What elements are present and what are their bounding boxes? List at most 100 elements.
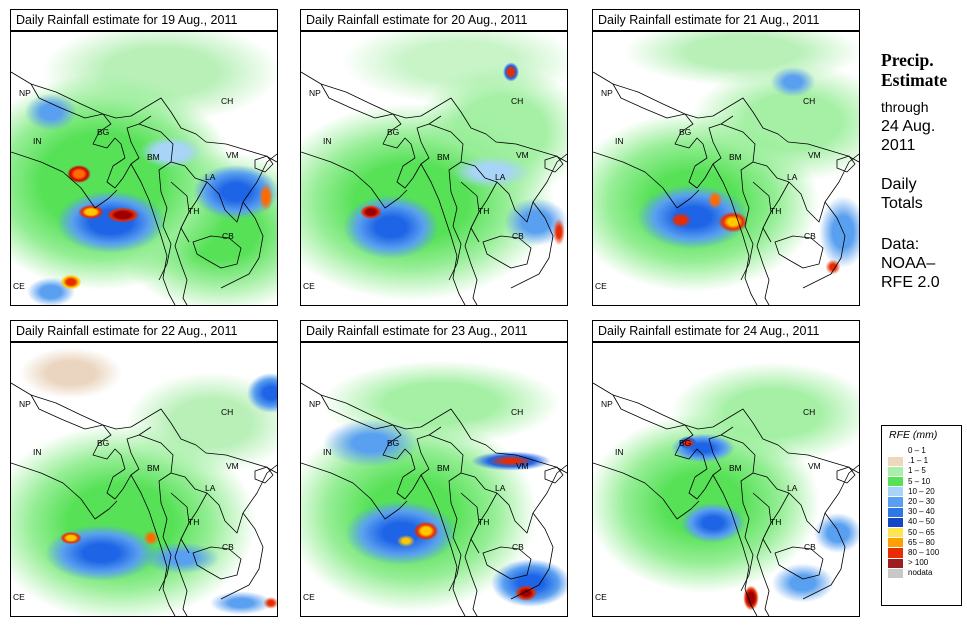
legend-swatch xyxy=(888,466,903,477)
panel-title: Daily Rainfall estimate for 24 Aug., 201… xyxy=(592,320,860,342)
label-cb: CB xyxy=(222,542,234,552)
legend-label: 20 – 30 xyxy=(908,497,935,507)
precip-estimate-heading: Precip. Estimate xyxy=(881,50,947,90)
map-panel-22-aug: Daily Rainfall estimate for 22 Aug., 201… xyxy=(10,320,278,617)
legend-label: 1 – 5 xyxy=(908,466,926,476)
label-vm: VM xyxy=(516,150,529,160)
label-la: LA xyxy=(495,172,506,182)
rainfall-map: NP CH IN BG BM VM LA TH CB CE xyxy=(10,31,278,306)
legend-item: 30 – 40 xyxy=(888,507,961,517)
label-ch: CH xyxy=(803,96,815,106)
country-outline-overlay: NP CH IN BG BM VM LA TH CB CE xyxy=(593,382,859,616)
label-bm: BM xyxy=(437,463,450,473)
label-ch: CH xyxy=(511,96,523,106)
label-bg: BG xyxy=(679,438,691,448)
date-line: 2011 xyxy=(881,137,916,154)
legend-swatch xyxy=(888,548,903,558)
legend-title: RFE (mm) xyxy=(889,429,938,441)
map-panel-23-aug: Daily Rainfall estimate for 23 Aug., 201… xyxy=(300,320,568,617)
label-np: NP xyxy=(19,399,31,409)
legend-swatch xyxy=(888,528,903,538)
label-ce: CE xyxy=(13,281,25,291)
map-panel-21-aug: Daily Rainfall estimate for 21 Aug., 201… xyxy=(592,9,860,306)
label-bm: BM xyxy=(147,463,160,473)
map-panel-24-aug: Daily Rainfall estimate for 24 Aug., 201… xyxy=(592,320,860,617)
label-ce: CE xyxy=(595,281,607,291)
label-la: LA xyxy=(495,483,506,493)
legend-item: 0 – 1 xyxy=(888,446,961,456)
label-ce: CE xyxy=(595,592,607,602)
label-np: NP xyxy=(19,88,31,98)
label-bg: BG xyxy=(97,438,109,448)
country-outline-overlay: NP CH IN BG BM VM LA TH CB CE xyxy=(11,71,277,305)
legend-item: 80 – 100 xyxy=(888,548,961,558)
legend-label: 10 – 20 xyxy=(908,486,935,496)
label-ce: CE xyxy=(303,592,315,602)
label-cb: CB xyxy=(512,231,524,241)
legend-item: > 100 xyxy=(888,558,961,568)
label-np: NP xyxy=(309,399,321,409)
label-cb: CB xyxy=(804,231,816,241)
label-th: TH xyxy=(770,206,781,216)
legend-swatch xyxy=(888,538,903,548)
map-panel-19-aug: Daily Rainfall estimate for 19 Aug., 201… xyxy=(10,9,278,306)
label-in: IN xyxy=(33,136,42,146)
label-la: LA xyxy=(205,172,216,182)
label-ch: CH xyxy=(803,407,815,417)
data-line: NOAA– xyxy=(881,255,936,272)
legend-swatch xyxy=(888,477,903,487)
legend-item: 10 – 20 xyxy=(888,487,961,497)
label-la: LA xyxy=(787,483,798,493)
rainfall-map: NP CH IN BG BM VM LA TH CB CE xyxy=(592,342,860,617)
data-line: Data: xyxy=(881,236,920,253)
legend-label: 65 – 80 xyxy=(908,537,935,547)
label-ch: CH xyxy=(221,96,233,106)
through-text: through xyxy=(881,99,929,115)
label-vm: VM xyxy=(516,461,529,471)
legend-label: 5 – 10 xyxy=(908,476,931,486)
label-ce: CE xyxy=(13,592,25,602)
label-vm: VM xyxy=(226,150,239,160)
legend-item: nodata xyxy=(888,568,961,578)
legend-label: 30 – 40 xyxy=(908,507,935,517)
legend-item: 1 – 5 xyxy=(888,466,961,477)
label-bm: BM xyxy=(729,152,742,162)
daily-totals-label: Daily Totals xyxy=(881,175,923,213)
legend-item: .1 – 1 xyxy=(888,456,961,466)
map-panel-20-aug: Daily Rainfall estimate for 20 Aug., 201… xyxy=(300,9,568,306)
through-label: through xyxy=(881,99,928,116)
country-outline-overlay: NP CH IN BG BM VM LA TH CB CE xyxy=(301,71,567,305)
data-source-label: Data: NOAA– RFE 2.0 xyxy=(881,235,940,292)
label-cb: CB xyxy=(512,542,524,552)
legend-swatch xyxy=(888,456,903,466)
daily-line: Totals xyxy=(881,195,923,212)
country-outline-overlay: NP CH IN BG BM VM LA TH CB CE xyxy=(301,382,567,616)
legend-swatch xyxy=(888,507,903,517)
label-in: IN xyxy=(323,447,332,457)
legend-item: 65 – 80 xyxy=(888,538,961,548)
legend-label: 50 – 65 xyxy=(908,527,935,537)
label-in: IN xyxy=(323,136,332,146)
legend-swatch xyxy=(888,558,903,568)
panel-title: Daily Rainfall estimate for 22 Aug., 201… xyxy=(10,320,278,342)
rainfall-map: NP CH IN BG BM VM LA TH CB CE xyxy=(300,342,568,617)
label-np: NP xyxy=(601,399,613,409)
legend-label: .1 – 1 xyxy=(908,456,929,466)
rainfall-map: NP CH IN BG BM VM LA TH CB CE xyxy=(300,31,568,306)
label-ch: CH xyxy=(221,407,233,417)
panel-title: Daily Rainfall estimate for 20 Aug., 201… xyxy=(300,9,568,31)
rainfall-map: NP CH IN BG BM VM LA TH CB CE xyxy=(10,342,278,617)
label-la: LA xyxy=(205,483,216,493)
label-la: LA xyxy=(787,172,798,182)
legend-label: > 100 xyxy=(908,558,929,568)
label-vm: VM xyxy=(226,461,239,471)
rainfall-map: NP CH IN BG BM VM LA TH CB CE xyxy=(592,31,860,306)
label-bg: BG xyxy=(387,127,399,137)
panel-title: Daily Rainfall estimate for 21 Aug., 201… xyxy=(592,9,860,31)
label-in: IN xyxy=(33,447,42,457)
label-vm: VM xyxy=(808,461,821,471)
country-outline-overlay: NP CH IN BG BM VM LA TH CB CE xyxy=(11,382,277,616)
panel-title: Daily Rainfall estimate for 23 Aug., 201… xyxy=(300,320,568,342)
label-bm: BM xyxy=(437,152,450,162)
